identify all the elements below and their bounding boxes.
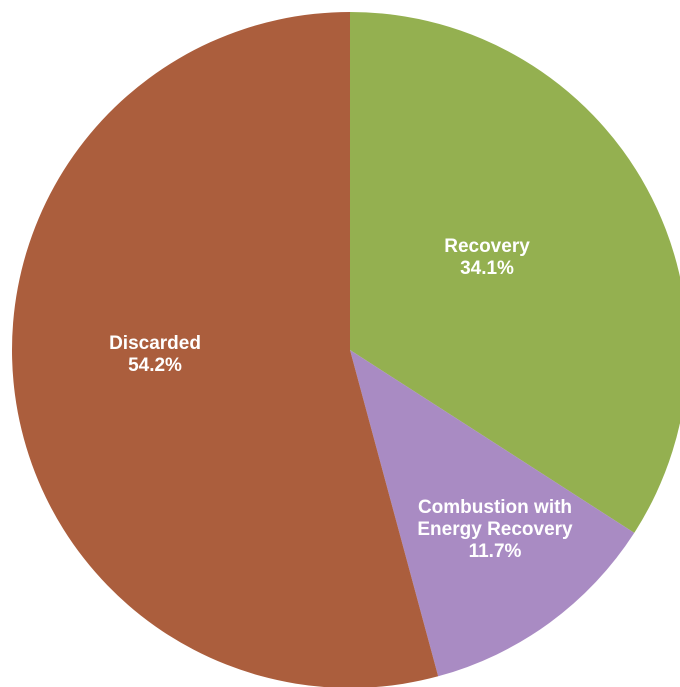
slice-label-line: Recovery (444, 236, 530, 257)
slice-label-line: Discarded (109, 333, 201, 354)
pie-slice-label-1: Combustion with Energy Recovery 11.7% (417, 497, 573, 562)
slice-label-line: Combustion with (418, 497, 572, 518)
pie-labels: Recovery 34.1% Combustion with Energy Recov… (109, 236, 573, 562)
slice-value-text: 54.2% (128, 355, 182, 376)
slice-value-text: 34.1% (460, 258, 514, 279)
slice-value-text: 11.7% (469, 541, 522, 562)
pie-slice-0 (350, 12, 680, 533)
pie-slices (12, 12, 680, 687)
pie-slice-label-2: Discarded 54.2% (109, 333, 201, 376)
pie-slice-2 (12, 12, 439, 687)
slice-label-line: Energy Recovery (417, 519, 573, 540)
pie-slice-1 (350, 350, 635, 677)
pie-slice-label-0: Recovery 34.1% (444, 236, 530, 279)
